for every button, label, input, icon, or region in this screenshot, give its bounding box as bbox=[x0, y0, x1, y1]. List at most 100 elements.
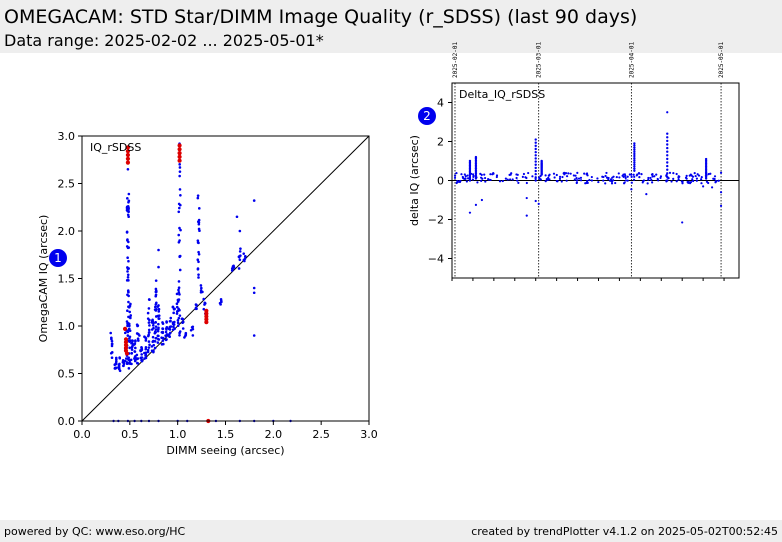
delta-point bbox=[717, 179, 720, 182]
data-point bbox=[126, 276, 130, 279]
reference-line bbox=[81, 135, 370, 422]
y-tick-label: 1.0 bbox=[58, 320, 76, 333]
data-point bbox=[178, 308, 181, 312]
delta-point bbox=[602, 179, 605, 182]
data-point bbox=[128, 340, 131, 343]
delta-point bbox=[508, 178, 512, 181]
data-point bbox=[128, 305, 131, 309]
data-point bbox=[117, 363, 121, 367]
delta-outlier bbox=[630, 188, 633, 191]
data-point bbox=[196, 267, 200, 271]
data-point bbox=[126, 256, 129, 260]
delta-point bbox=[668, 171, 672, 174]
delta-spike-point bbox=[474, 162, 478, 165]
data-point bbox=[130, 362, 133, 366]
delta-point bbox=[544, 174, 547, 177]
delta-outlier bbox=[537, 202, 540, 205]
delta-spike-point bbox=[474, 167, 478, 170]
delta-spike-point bbox=[666, 179, 669, 182]
delta-spike-point bbox=[633, 165, 636, 168]
y-tick-label-2: 0 bbox=[437, 175, 444, 188]
plot-badge-1[interactable]: 1 bbox=[49, 249, 67, 267]
data-point bbox=[180, 317, 184, 321]
delta-spike-point bbox=[633, 144, 636, 147]
data-point bbox=[177, 202, 181, 206]
delta-spike-point bbox=[633, 148, 636, 151]
delta-spike-point bbox=[474, 177, 478, 180]
data-point bbox=[134, 346, 137, 350]
x-tick-label: 2.0 bbox=[265, 428, 283, 441]
data-point bbox=[179, 193, 182, 197]
data-point bbox=[156, 329, 160, 333]
delta-point bbox=[515, 176, 518, 180]
data-point bbox=[127, 206, 130, 209]
data-point bbox=[197, 207, 201, 210]
data-point bbox=[127, 367, 131, 370]
delta-point bbox=[573, 178, 576, 181]
data-point bbox=[154, 305, 157, 309]
delta-spike-point bbox=[474, 174, 478, 177]
data-point bbox=[175, 305, 179, 309]
chart1-label: IQ_rSDSS bbox=[90, 141, 141, 154]
data-point bbox=[135, 353, 139, 357]
delta-point bbox=[675, 172, 678, 176]
delta-spike-point bbox=[666, 164, 669, 168]
data-point bbox=[144, 351, 148, 354]
data-point bbox=[136, 362, 140, 365]
data-point bbox=[155, 290, 158, 294]
data-point bbox=[126, 334, 130, 337]
date-marker-label: 2025-02-01 bbox=[452, 41, 459, 78]
data-point bbox=[197, 221, 201, 224]
data-point bbox=[134, 359, 137, 362]
data-point bbox=[144, 354, 147, 357]
data-point bbox=[177, 298, 181, 301]
delta-point bbox=[640, 173, 643, 176]
plot-badge-2[interactable]: 2 bbox=[418, 107, 436, 125]
data-point bbox=[126, 267, 130, 270]
data-point bbox=[129, 302, 132, 306]
delta-outlier bbox=[474, 203, 478, 206]
data-point-outlier bbox=[252, 286, 256, 290]
data-point bbox=[117, 365, 121, 369]
data-point bbox=[157, 334, 160, 338]
data-point bbox=[127, 259, 130, 263]
delta-point bbox=[656, 177, 659, 181]
data-point bbox=[175, 292, 179, 296]
delta-spike-point bbox=[474, 160, 478, 164]
delta-spike-point bbox=[534, 173, 537, 176]
delta-point bbox=[495, 175, 498, 179]
delta-point bbox=[647, 178, 650, 181]
delta-point bbox=[630, 173, 633, 176]
delta-point bbox=[498, 180, 502, 183]
data-point bbox=[157, 317, 161, 320]
data-point bbox=[197, 273, 200, 276]
delta-outlier bbox=[468, 211, 472, 214]
data-point bbox=[178, 293, 181, 296]
data-point bbox=[219, 297, 223, 301]
data-point bbox=[127, 327, 131, 330]
delta-point bbox=[685, 174, 688, 178]
data-point bbox=[134, 339, 137, 342]
delta-spike-point bbox=[534, 169, 537, 173]
data-point bbox=[172, 325, 175, 329]
x-tick-label: 3.0 bbox=[360, 428, 378, 441]
data-point bbox=[177, 291, 181, 294]
chart2-label: Delta_IQ_rSDSS bbox=[459, 88, 545, 101]
delta-point bbox=[504, 177, 507, 180]
delta-spike-point bbox=[633, 161, 636, 164]
delta-point bbox=[481, 177, 484, 180]
data-point bbox=[128, 324, 131, 328]
data-point bbox=[160, 343, 164, 346]
delta-spike-point bbox=[534, 157, 537, 160]
y-tick-label: 1.5 bbox=[58, 273, 76, 286]
data-point bbox=[238, 250, 242, 253]
data-point bbox=[242, 252, 246, 256]
data-point bbox=[110, 356, 114, 360]
data-point bbox=[157, 322, 160, 326]
data-point bbox=[147, 307, 151, 310]
delta-point bbox=[622, 173, 625, 176]
data-point bbox=[176, 321, 180, 325]
delta-point bbox=[604, 174, 607, 178]
delta-point bbox=[705, 180, 709, 183]
data-point bbox=[154, 321, 157, 324]
